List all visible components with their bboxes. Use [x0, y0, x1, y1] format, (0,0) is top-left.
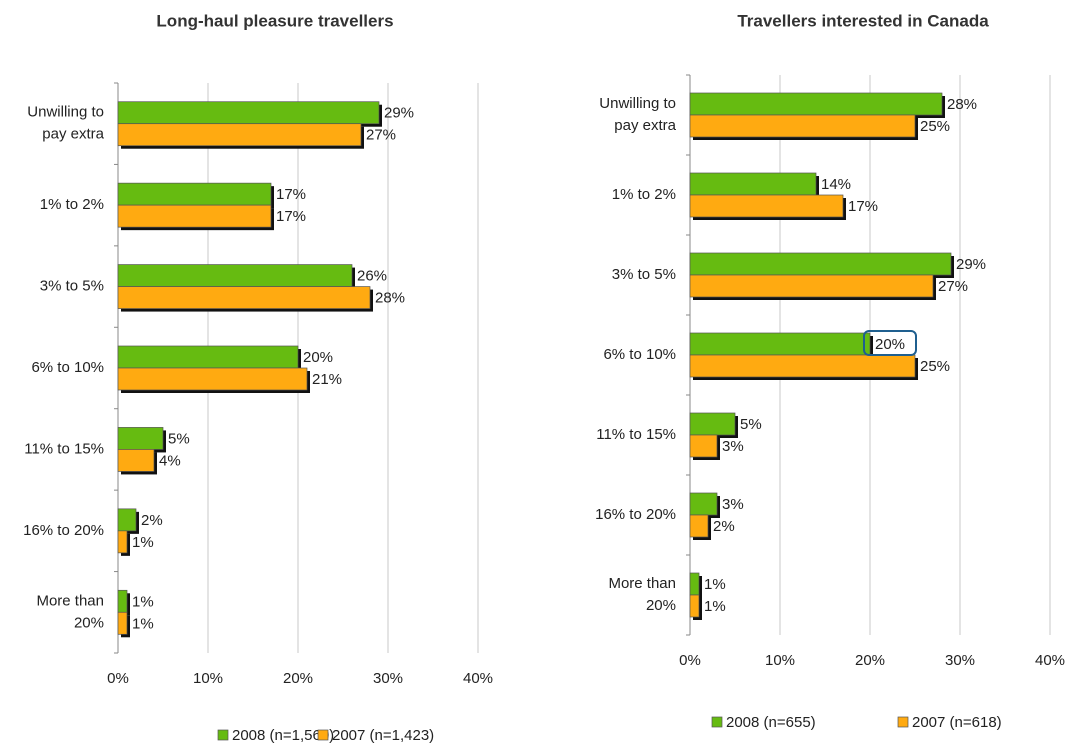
legend-swatch [711, 716, 723, 728]
y-tick-label: More than 20% [608, 575, 676, 614]
y-tick-label: 3% to 5% [40, 278, 104, 295]
highlight-box [863, 330, 917, 356]
y-tick-label: 3% to 5% [612, 266, 676, 283]
legend-label: 2008 (n=1,560) [232, 727, 334, 744]
data-label: 17% [276, 186, 306, 203]
legend-swatch [217, 729, 229, 741]
data-label: 17% [276, 208, 306, 225]
x-tick-label: 0% [679, 652, 701, 669]
x-tick-label: 10% [765, 652, 795, 669]
data-label: 1% [704, 576, 726, 593]
y-tick-label: 11% to 15% [596, 426, 676, 443]
bar [117, 449, 155, 472]
bar [689, 354, 916, 378]
y-tick-label: 6% to 10% [603, 346, 676, 363]
bar [117, 204, 272, 228]
y-tick-label: 16% to 20% [23, 522, 104, 539]
bar [117, 367, 308, 391]
x-tick-label: 20% [283, 670, 313, 687]
legend-label: 2008 (n=655) [726, 714, 816, 731]
bar [689, 492, 718, 516]
bar [117, 530, 128, 554]
data-label: 29% [384, 105, 414, 122]
bar [689, 594, 700, 618]
data-label: 3% [722, 496, 744, 513]
data-label: 20% [303, 349, 333, 366]
bar [117, 589, 128, 613]
data-label: 21% [312, 371, 342, 388]
bar [117, 182, 272, 206]
data-label: 27% [366, 127, 396, 144]
data-label: 17% [848, 198, 878, 215]
y-tick-label: 1% to 2% [40, 196, 104, 213]
data-label: 14% [821, 176, 851, 193]
y-tick-label: 16% to 20% [595, 506, 676, 523]
bar [689, 252, 952, 276]
data-label: 20% [875, 336, 905, 353]
data-label: 1% [132, 534, 154, 551]
bar [689, 572, 700, 596]
bar [117, 123, 362, 147]
y-tick-label: More than 20% [36, 592, 104, 631]
data-label: 28% [375, 290, 405, 307]
bar [689, 194, 844, 218]
data-label: 5% [168, 430, 190, 447]
x-tick-label: 40% [1035, 652, 1065, 669]
bar [117, 427, 164, 450]
x-tick-label: 10% [193, 670, 223, 687]
bar [689, 274, 934, 298]
legend-swatch [317, 729, 329, 741]
legend-label: 2007 (n=1,423) [332, 727, 434, 744]
y-tick-label: 6% to 10% [31, 359, 104, 376]
data-label: 25% [920, 358, 950, 375]
bar [689, 172, 817, 196]
bar [689, 114, 916, 138]
data-label: 1% [132, 593, 154, 610]
data-label: 5% [740, 416, 762, 433]
bar [689, 412, 736, 436]
y-tick-label: 1% to 2% [612, 186, 676, 203]
bar [117, 345, 299, 369]
bar [117, 508, 137, 532]
bar [689, 92, 943, 116]
bar [117, 264, 353, 287]
x-tick-label: 0% [107, 670, 129, 687]
data-label: 29% [956, 256, 986, 273]
data-label: 25% [920, 118, 950, 135]
chart-title: Long-haul pleasure travellers [156, 11, 393, 30]
data-label: 2% [141, 512, 163, 529]
data-label: 27% [938, 278, 968, 295]
chart-title: Travellers interested in Canada [737, 11, 989, 30]
data-label: 28% [947, 96, 977, 113]
x-tick-label: 20% [855, 652, 885, 669]
bar [689, 514, 709, 538]
bar [117, 611, 128, 635]
data-label: 2% [713, 518, 735, 535]
y-tick-label: Unwilling to pay extra [599, 95, 676, 134]
data-label: 1% [704, 598, 726, 615]
bar [689, 332, 871, 356]
data-label: 3% [722, 438, 744, 455]
bar [117, 101, 380, 125]
data-label: 1% [132, 615, 154, 632]
y-tick-label: 11% to 15% [24, 440, 104, 457]
data-label: 4% [159, 452, 181, 469]
x-tick-label: 30% [373, 670, 403, 687]
bar [117, 286, 371, 309]
x-tick-label: 40% [463, 670, 493, 687]
y-tick-label: Unwilling to pay extra [27, 104, 104, 143]
legend-label: 2007 (n=618) [912, 714, 1002, 731]
legend-swatch [897, 716, 909, 728]
x-tick-label: 30% [945, 652, 975, 669]
data-label: 26% [357, 268, 387, 285]
bar [689, 434, 718, 458]
